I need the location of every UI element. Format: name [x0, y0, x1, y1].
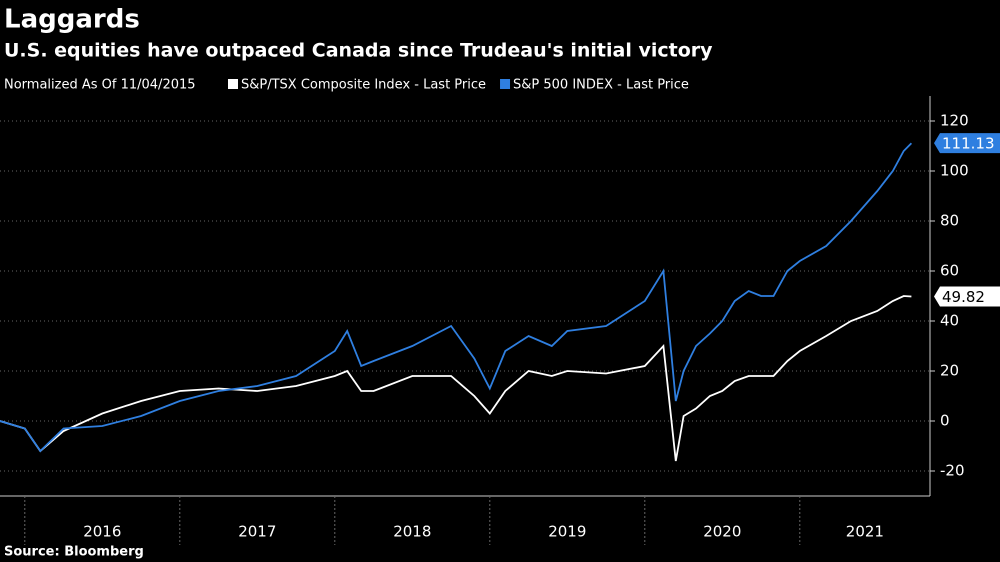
x-tick-label: 2021	[846, 523, 884, 541]
value-label: 111.13	[942, 135, 995, 153]
legend-title: Normalized As Of 11/04/2015	[4, 78, 196, 93]
y-tick-label: 120	[940, 112, 969, 130]
legend-label: S&P/TSX Composite Index - Last Price	[241, 78, 486, 93]
y-tick-label: 20	[940, 362, 959, 380]
y-tick-label: 0	[940, 412, 950, 430]
chart-title: Laggards	[4, 5, 140, 35]
legend-label: S&P 500 INDEX - Last Price	[513, 78, 689, 93]
value-callout	[934, 286, 1000, 307]
y-tick-label: 40	[940, 312, 959, 330]
legend-swatch	[500, 79, 511, 89]
y-tick-label: 100	[940, 162, 969, 180]
x-tick-label: 2018	[393, 523, 431, 541]
source: Source: Bloomberg	[4, 545, 144, 560]
y-tick-label: 80	[940, 212, 959, 230]
legend-swatch	[228, 79, 238, 89]
x-tick-label: 2019	[548, 523, 586, 541]
value-label: 49.82	[942, 288, 985, 306]
y-tick-label: -20	[940, 462, 965, 480]
series-line	[0, 295, 912, 462]
x-tick-label: 2017	[238, 523, 276, 541]
value-callout	[934, 133, 1000, 154]
x-tick-label: 2016	[83, 523, 121, 541]
chart-subtitle: U.S. equities have outpaced Canada since…	[4, 40, 713, 62]
series-line	[0, 142, 913, 453]
x-tick-label: 2020	[703, 523, 741, 541]
y-tick-label: 60	[940, 262, 959, 280]
